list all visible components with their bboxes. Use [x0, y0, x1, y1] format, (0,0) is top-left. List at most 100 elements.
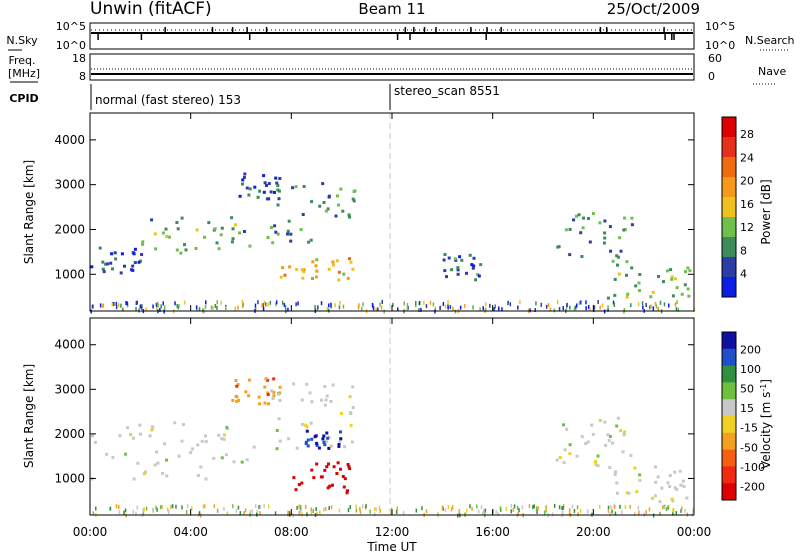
- speckle-cell: [429, 300, 432, 305]
- speckle-cell: [573, 306, 576, 311]
- echo-cell: [140, 253, 144, 256]
- speckle-cell: [202, 308, 204, 313]
- speckle-cell: [571, 504, 574, 509]
- echo-cell: [224, 453, 228, 457]
- echo-cell: [670, 497, 674, 501]
- echo-cell: [266, 391, 270, 395]
- speckle-cell: [235, 508, 238, 513]
- speckle-cell: [287, 510, 289, 515]
- echo-cell: [278, 385, 282, 389]
- echo-cell: [341, 209, 345, 213]
- y-tick-label: 3000: [54, 382, 85, 396]
- speckle-cell: [122, 307, 124, 312]
- echo-cell: [314, 264, 318, 268]
- echo-cell: [680, 292, 684, 296]
- echo-cell: [336, 194, 339, 198]
- echo-cell: [155, 450, 159, 454]
- echo-cell: [666, 269, 670, 273]
- speckle-cell: [242, 302, 245, 307]
- time-tick-label: 12:00: [375, 525, 410, 539]
- echo-cell: [302, 270, 306, 274]
- echo-cell: [337, 270, 341, 274]
- speckle-cell: [484, 508, 487, 513]
- speckle-cell: [672, 508, 674, 513]
- echo-cell: [352, 190, 356, 193]
- echo-cell: [310, 200, 314, 204]
- speckle-cell: [562, 306, 564, 311]
- speckle-cell: [342, 304, 345, 309]
- speckle-cell: [126, 301, 129, 306]
- echo-cell: [244, 390, 248, 394]
- echo-cell: [608, 466, 612, 469]
- echo-cell: [306, 438, 310, 442]
- speckle-cell: [585, 306, 587, 311]
- echo-cell: [627, 491, 631, 495]
- echo-cell: [142, 472, 146, 476]
- speckle-cell: [392, 302, 394, 307]
- speckle-cell: [338, 508, 341, 513]
- echo-cell: [267, 402, 270, 406]
- speckle-cell: [262, 306, 265, 311]
- echo-region: [266, 182, 357, 245]
- echo-cell: [603, 236, 607, 240]
- echo-cell: [131, 264, 135, 268]
- speckle-cell: [115, 504, 118, 509]
- echo-cell: [292, 476, 296, 480]
- echo-cell: [275, 447, 279, 451]
- speckle-cell: [299, 509, 301, 514]
- speckle-cell: [403, 301, 405, 306]
- speckle-cell: [587, 509, 589, 514]
- speckle-cell: [296, 505, 298, 510]
- echo-cell: [591, 432, 595, 436]
- echo-cell: [271, 241, 275, 245]
- speckle-cell: [328, 303, 330, 308]
- echo-cell: [670, 275, 674, 279]
- echo-region: [231, 377, 282, 406]
- echo-cell: [173, 421, 177, 425]
- speckle-cell: [155, 505, 157, 510]
- time-tick-label: 20:00: [576, 525, 611, 539]
- speckle-cell: [175, 504, 177, 509]
- speckle-cell: [304, 504, 307, 509]
- echo-cell: [626, 292, 630, 296]
- echo-region: [270, 382, 355, 451]
- echo-cell: [603, 420, 607, 424]
- speckle-cell: [444, 304, 447, 309]
- echo-cell: [321, 182, 325, 186]
- speckle-cell: [362, 302, 364, 307]
- echo-cell: [225, 426, 229, 429]
- echo-cell: [606, 296, 610, 300]
- speckle-cell: [623, 309, 625, 314]
- speckle-cell: [442, 302, 445, 306]
- echo-cell: [262, 174, 266, 178]
- time-tick-label: 04:00: [173, 525, 208, 539]
- echo-cell: [623, 216, 627, 220]
- cpid-strip: normal (fast stereo) 153 stereo_scan 855…: [90, 84, 500, 110]
- echo-cell: [247, 394, 251, 398]
- noise-tick-right-top: 10^5: [705, 20, 735, 33]
- speckle-cell: [568, 511, 571, 515]
- echo-cell: [272, 377, 276, 381]
- speckle-cell: [450, 507, 453, 512]
- echo-cell: [182, 423, 185, 426]
- echo-cell: [286, 232, 289, 236]
- speckle-cell: [186, 504, 189, 509]
- echo-cell: [351, 406, 355, 409]
- echo-cell: [269, 190, 273, 194]
- speckle-cell: [495, 509, 497, 514]
- echo-cell: [141, 240, 145, 244]
- echo-cell: [633, 466, 637, 470]
- echo-cell: [325, 394, 329, 398]
- speckle-cell: [463, 303, 466, 308]
- echo-cell: [453, 257, 457, 261]
- echo-cell: [308, 391, 312, 395]
- speckle-cell: [493, 307, 495, 312]
- y-tick-label: 2000: [54, 427, 85, 441]
- speckle-cell: [545, 304, 548, 309]
- echo-cell: [352, 199, 356, 203]
- speckle-cell: [580, 300, 582, 305]
- speckle-cell: [390, 511, 393, 516]
- echo-region: [292, 461, 352, 495]
- echo-cell: [611, 441, 614, 445]
- speckle-cell: [549, 307, 552, 312]
